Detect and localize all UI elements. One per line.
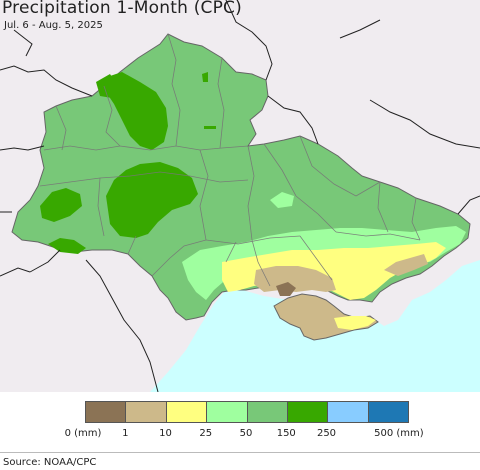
zone-1-10-south bbox=[254, 266, 336, 292]
legend-swatch bbox=[126, 402, 167, 422]
legend-swatch bbox=[166, 402, 208, 422]
crimea-yellow-tip bbox=[334, 316, 376, 330]
precipitation-map: Precipitation 1-Month (CPC) Jul. 6 - Aug… bbox=[0, 0, 480, 392]
divider bbox=[0, 452, 480, 453]
legend-swatch bbox=[368, 402, 408, 422]
legend-label: 25 bbox=[199, 428, 213, 439]
legend-swatch bbox=[86, 402, 127, 422]
legend-labels: 0 (mm) 1 10 25 50 150 250 500 (mm) bbox=[0, 428, 480, 442]
legend-label: 10 bbox=[159, 428, 172, 439]
source-credit: Source: NOAA/CPC bbox=[3, 457, 97, 468]
legend-swatch bbox=[207, 402, 248, 422]
zone-150-250-north bbox=[104, 72, 168, 150]
legend-swatch bbox=[328, 402, 369, 422]
zone-150-250-center bbox=[106, 162, 198, 238]
zone-150-250-west bbox=[40, 188, 82, 222]
map-canvas bbox=[0, 0, 480, 392]
legend-swatch bbox=[287, 402, 329, 422]
legend-label: 0 (mm) bbox=[64, 428, 102, 439]
legend-label: 250 bbox=[316, 428, 337, 439]
zone-150-250-southwest bbox=[48, 238, 86, 254]
zone-25-50-east-spot bbox=[270, 192, 294, 208]
zone-0-1 bbox=[276, 282, 296, 296]
zone-150-250-dash bbox=[204, 126, 216, 129]
date-range: Jul. 6 - Aug. 5, 2025 bbox=[4, 20, 103, 31]
legend-label: 500 (mm) bbox=[374, 428, 424, 439]
zone-1-10-east bbox=[384, 254, 428, 276]
zone-150-250-spot bbox=[202, 72, 208, 82]
legend-label: 1 bbox=[122, 428, 129, 439]
page-title: Precipitation 1-Month (CPC) bbox=[2, 0, 242, 18]
legend-swatch bbox=[247, 402, 288, 422]
international-borders bbox=[0, 0, 480, 392]
legend-label: 50 bbox=[239, 428, 253, 439]
color-legend bbox=[85, 401, 409, 423]
zone-150-250-northwest bbox=[96, 74, 118, 98]
oblast-borders bbox=[39, 33, 421, 287]
legend-label: 150 bbox=[276, 428, 296, 439]
